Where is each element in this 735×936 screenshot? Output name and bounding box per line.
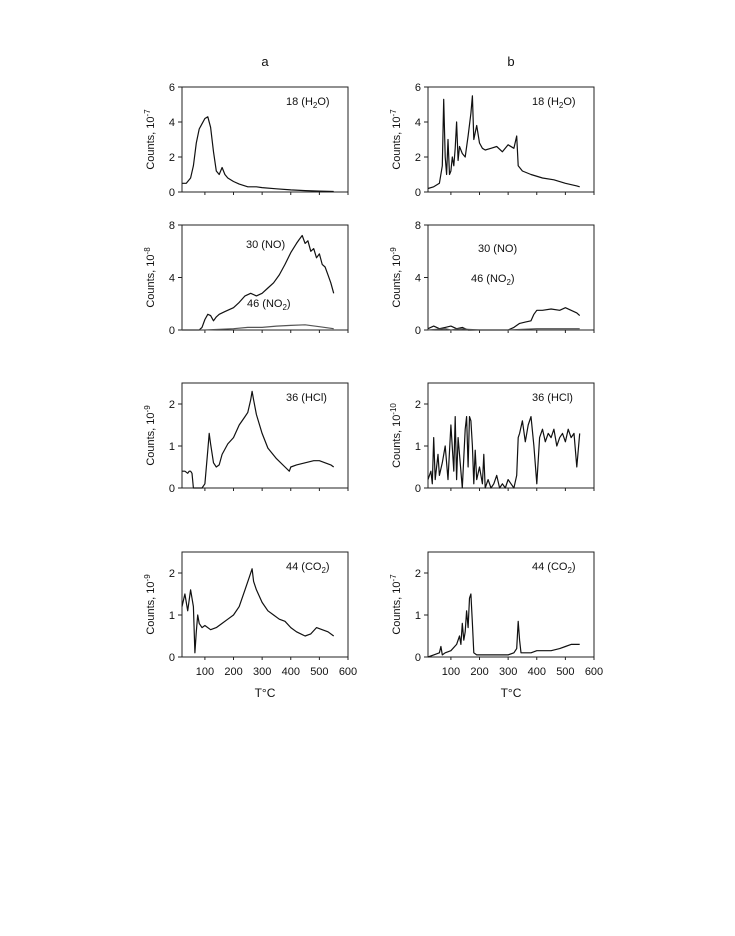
- series-line-1: [427, 593, 580, 658]
- y-tick-label: 1: [169, 441, 175, 453]
- series-line-1: [427, 416, 581, 489]
- y-tick-label: 1: [415, 441, 421, 453]
- x-tick-label: 300: [253, 666, 271, 678]
- series-annotation-2: 46 (NO2): [471, 273, 515, 287]
- chart-panel-b2: 0 4 8 Counts, 10-9 30 (NO) 46 (NO2): [389, 220, 595, 337]
- x-tick-label: 600: [339, 666, 357, 678]
- series-annotation: 44 (CO2): [532, 561, 576, 575]
- series-line-1: [427, 307, 581, 331]
- chart-panel-b4: 0 1 2 Counts, 10-7 44 (CO2) 100 200 300 400 500 60…: [389, 551, 603, 700]
- y-axis-label: Counts, 10-7: [389, 109, 403, 170]
- x-tick-label: 500: [310, 666, 328, 678]
- series-annotation: 30 (NO): [478, 243, 517, 255]
- x-tick-label: 400: [282, 666, 300, 678]
- y-axis-label: Counts, 10-10: [389, 403, 403, 468]
- x-axis-label: T°C: [255, 686, 276, 700]
- plot-frame: [181, 86, 349, 193]
- series-line-1: [182, 234, 335, 331]
- x-tick-label: 300: [499, 666, 517, 678]
- y-axis-label: Counts, 10-9: [143, 574, 157, 635]
- series-line-1: [181, 568, 335, 654]
- y-axis-label: Counts, 10-7: [389, 574, 403, 635]
- plot-frame: [181, 382, 349, 489]
- y-tick-label: 0: [169, 483, 175, 495]
- y-tick-label: 2: [169, 152, 175, 164]
- y-axis-label: Counts, 10-8: [143, 247, 157, 308]
- y-tick-label: 2: [169, 399, 175, 411]
- y-tick-label: 4: [169, 117, 175, 129]
- series-line-1: [182, 390, 335, 489]
- y-tick-label: 6: [415, 82, 421, 94]
- x-tick-label: 100: [442, 666, 460, 678]
- series-annotation: 36 (HCl): [286, 392, 327, 404]
- x-tick-label: 100: [196, 666, 214, 678]
- y-tick-label: 1: [415, 610, 421, 622]
- series-line-1: [182, 116, 334, 193]
- series-annotation: 30 (NO): [246, 239, 285, 251]
- chart-panel-b1: 0 2 4 6 Counts, 10-7 18 (H2O): [389, 82, 595, 199]
- chart-panel-a4: 0 1 2 Counts, 10-9 44 (CO2) 100 200 300 400 500 60…: [143, 551, 357, 700]
- series-line-1: [427, 95, 580, 190]
- y-axis-label: Counts, 10-9: [143, 405, 157, 466]
- y-tick-label: 4: [415, 117, 421, 129]
- y-tick-label: 2: [169, 568, 175, 580]
- series-annotation: 36 (HCl): [532, 392, 573, 404]
- y-tick-label: 0: [169, 652, 175, 664]
- plot-frame: [427, 86, 595, 193]
- plot-frame: [427, 551, 595, 658]
- y-tick-label: 1: [169, 610, 175, 622]
- series-line-2: [182, 324, 334, 331]
- y-tick-label: 8: [415, 220, 421, 232]
- series-annotation: 44 (CO2): [286, 561, 330, 575]
- y-tick-label: 0: [415, 652, 421, 664]
- chart-panel-a1: 0 2 4 6 Counts, 10-7 18 (H2O): [143, 82, 349, 199]
- series-annotation-2: 46 (NO2): [247, 298, 291, 312]
- x-tick-label: 200: [224, 666, 242, 678]
- column-label-a: a: [261, 54, 269, 69]
- y-axis-label: Counts, 10-9: [389, 247, 403, 308]
- y-tick-label: 2: [415, 399, 421, 411]
- x-tick-label: 200: [470, 666, 488, 678]
- y-tick-label: 4: [169, 273, 175, 285]
- y-tick-label: 2: [415, 152, 421, 164]
- y-tick-label: 0: [415, 325, 421, 337]
- series-annotation: 18 (H2O): [532, 96, 576, 110]
- series-line-2: [427, 328, 580, 331]
- y-tick-label: 4: [415, 273, 421, 285]
- y-tick-label: 2: [415, 568, 421, 580]
- x-tick-label: 400: [528, 666, 546, 678]
- series-annotation: 18 (H2O): [286, 96, 330, 110]
- plot-frame: [427, 382, 595, 489]
- column-label-b: b: [507, 54, 514, 69]
- chart-panel-a2: 0 4 8 Counts, 10-8 30 (NO) 46 (NO2): [143, 220, 349, 337]
- y-tick-label: 0: [169, 187, 175, 199]
- y-axis-label: Counts, 10-7: [143, 109, 157, 170]
- y-tick-label: 0: [415, 187, 421, 199]
- y-tick-label: 8: [169, 220, 175, 232]
- chart-panel-a3: 0 1 2 Counts, 10-9 36 (HCl): [143, 382, 349, 495]
- x-tick-label: 600: [585, 666, 603, 678]
- y-tick-label: 0: [169, 325, 175, 337]
- y-tick-label: 0: [415, 483, 421, 495]
- y-tick-label: 6: [169, 82, 175, 94]
- chart-panel-b3: 0 1 2 Counts, 10-10 36 (HCl): [389, 382, 595, 495]
- x-axis-label: T°C: [501, 686, 522, 700]
- x-tick-label: 500: [556, 666, 574, 678]
